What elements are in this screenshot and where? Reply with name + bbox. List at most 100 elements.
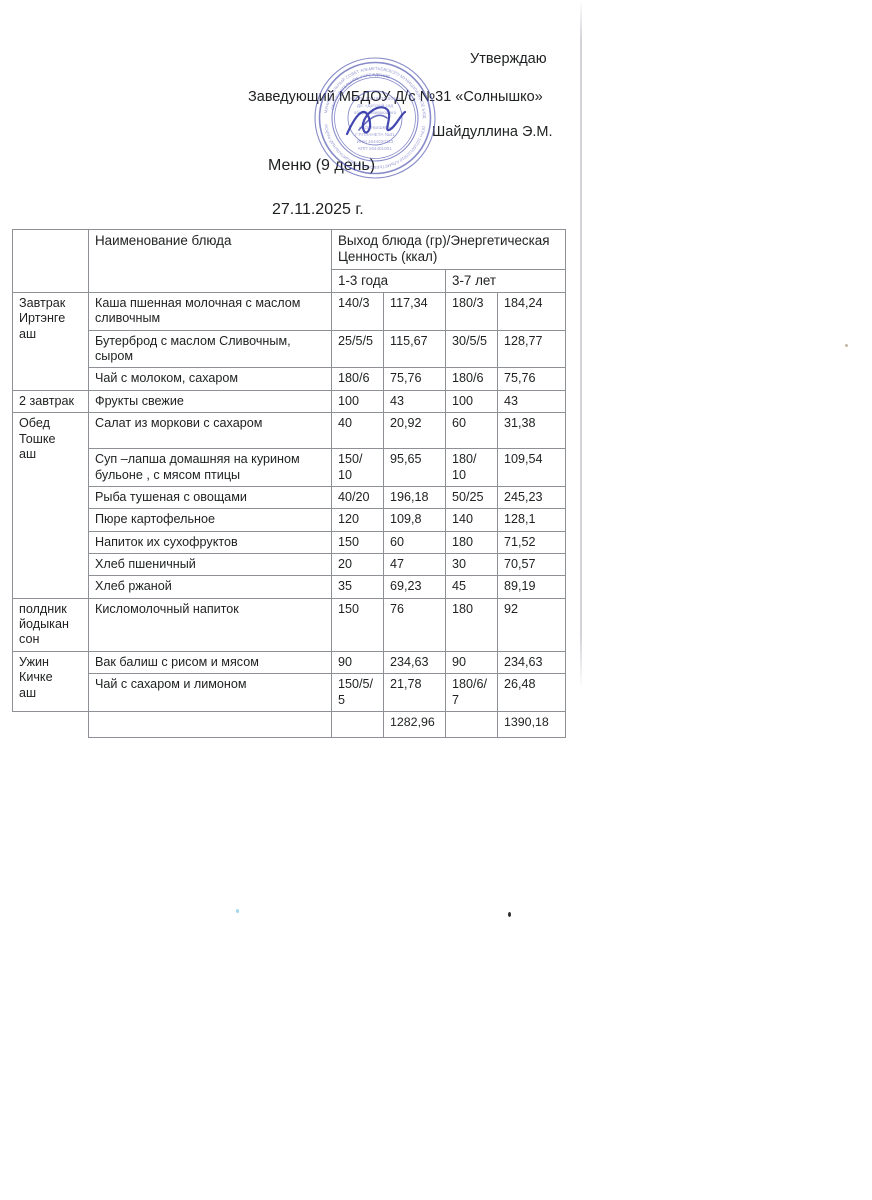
dish-name: Бутерброд с маслом Сливочным, сыром xyxy=(88,329,332,369)
dish-name: Салат из моркови с сахаром xyxy=(88,412,332,450)
meal-period-label-line: Тошке xyxy=(19,431,56,446)
meal-period-label-line: сон xyxy=(19,632,40,647)
header-cell-output-energy: Выход блюда (гр)/Энергетическая Ценность… xyxy=(330,229,567,270)
portion-3-7: 90 xyxy=(445,650,498,675)
calories-1-3: 69,23 xyxy=(383,575,446,599)
calories-1-3: 47 xyxy=(383,552,446,577)
meal-period-label-line: полдник xyxy=(19,601,67,616)
meal-period-label-line: Ужин xyxy=(19,654,49,669)
portion-1-3: 140/3 xyxy=(331,292,384,331)
portion-1-3: 150 xyxy=(331,597,384,652)
table-row: Чай с молоком, сахаром 180/6 75,76 180/6 75,… xyxy=(13,367,567,391)
dish-name: Пюре картофельное xyxy=(88,508,332,532)
calories-3-7: 92 xyxy=(496,597,567,652)
table-row: полдник йодыкан сон Кисломолочный напиток 15… xyxy=(12,597,567,652)
dish-name: Рыба тушеная с овощами xyxy=(88,485,332,510)
calories-1-3: 109,8 xyxy=(383,508,446,532)
portion-1-3: 35 xyxy=(331,575,384,599)
calories-1-3: 234,63 xyxy=(383,650,446,675)
calories-1-3: 21,78 xyxy=(383,673,446,712)
portion-3-7: 180 xyxy=(445,597,498,652)
calories-3-7: 128,77 xyxy=(496,329,567,369)
calories-3-7: 128,1 xyxy=(496,508,567,532)
portion-3-7: 30/5/5 xyxy=(445,329,498,369)
header-row-ages: 1-3 года 3-7 лет xyxy=(13,268,567,294)
calories-1-3: 20,92 xyxy=(383,412,446,450)
table-row: Рыба тушеная с овощами 40/20 196,18 50/25 24… xyxy=(13,485,567,510)
calories-3-7: 31,38 xyxy=(496,412,567,450)
calories-3-7: 234,63 xyxy=(496,650,567,675)
table-body: Завтрак Иртэнге аш Каша пшенная молочная с … xyxy=(12,292,567,738)
portion-1-3: 40 xyxy=(331,412,384,450)
portion-1-3: 40/20 xyxy=(331,485,384,510)
svg-text:МУНИЦИПАЛЬНЫЙ СОВЕТ АЛЬМЕТЬЕВС: МУНИЦИПАЛЬНЫЙ СОВЕТ АЛЬМЕТЬЕВСКОГО МУНИЦ… xyxy=(313,56,427,119)
portion-1-3: 120 xyxy=(331,508,384,532)
totals-row: 1282,96 1390,18 xyxy=(12,710,567,738)
svg-text:«СОЛНЫШКО»: «СОЛНЫШКО» xyxy=(359,125,392,130)
portion-3-7: 180/6/ 7 xyxy=(445,673,498,712)
portion-3-7: 180/ 10 xyxy=(445,448,498,487)
totals-meal-blank xyxy=(12,710,89,738)
table-row: Хлеб пшеничный 20 47 30 70,57 xyxy=(13,552,567,577)
portion-3-7: 45 xyxy=(445,575,498,599)
director-name: Шайдуллина Э.М. xyxy=(432,124,553,140)
portion-3-7: 60 xyxy=(445,412,498,450)
totals-portion-1-3-blank xyxy=(331,710,384,738)
portion-3-7: 30 xyxy=(445,552,498,577)
portion-3-7: 180 xyxy=(445,530,498,554)
portion-3-7: 180/3 xyxy=(445,292,498,331)
svg-text:ИНН 1644020113: ИНН 1644020113 xyxy=(357,139,394,144)
dish-name: Фрукты свежие xyxy=(88,389,332,414)
calories-1-3: 95,65 xyxy=(383,448,446,487)
portion-1-3: 90 xyxy=(331,650,384,675)
dish-name: Чай с молоком, сахаром xyxy=(88,367,332,391)
dish-name: Суп –лапша домашняя на курином бульоне ,… xyxy=(88,448,332,487)
meal-period-label: полдник йодыкан сон xyxy=(12,597,89,652)
table-row: Хлеб ржаной 35 69,23 45 89,19 xyxy=(13,575,567,599)
scan-edge-artifact xyxy=(580,0,582,690)
calories-3-7: 109,54 xyxy=(496,448,567,487)
calories-1-3: 117,34 xyxy=(383,292,446,331)
portion-1-3: 100 xyxy=(331,389,384,414)
svg-text:общеразвивающего: общеразвивающего xyxy=(354,110,397,115)
calories-3-7: 75,76 xyxy=(496,367,567,391)
portion-1-3: 150/ 10 xyxy=(331,448,384,487)
meal-period-label: Обед Тошке аш xyxy=(12,412,89,599)
calories-1-3: 43 xyxy=(383,389,446,414)
portion-1-3: 180/6 xyxy=(331,367,384,391)
meal-period-label: Завтрак Иртэнге аш xyxy=(12,292,89,391)
document-date: 27.11.2025 г. xyxy=(272,201,364,218)
svg-text:КПП 164401001: КПП 164401001 xyxy=(358,146,392,151)
calories-3-7: 89,19 xyxy=(496,575,567,599)
meal-period-label-line: аш xyxy=(19,326,37,341)
table-row: Завтрак Иртэнге аш Каша пшенная молочная с … xyxy=(12,292,567,391)
portion-3-7: 50/25 xyxy=(445,485,498,510)
page-title: Меню (9 день) xyxy=(268,157,376,174)
scan-speck xyxy=(845,344,848,347)
calories-3-7: 71,52 xyxy=(496,530,567,554)
header-cell-age-1-3: 1-3 года xyxy=(331,268,446,294)
dish-name: Чай с сахаром и лимоном xyxy=(88,673,332,712)
totals-dish-blank xyxy=(88,710,332,738)
portion-1-3: 25/5/5 xyxy=(331,329,384,369)
meal-period-label: 2 завтрак xyxy=(12,389,89,414)
calories-1-3: 76 xyxy=(383,597,446,652)
dish-name: Хлеб пшеничный xyxy=(88,552,332,577)
meal-period-label-line: Завтрак xyxy=(19,296,66,311)
dish-name: Хлеб ржаной xyxy=(88,575,332,599)
calories-3-7: 43 xyxy=(496,389,567,414)
total-calories-3-7: 1390,18 xyxy=(496,710,567,738)
table-row: Пюре картофельное 120 109,8 140 128,1 xyxy=(13,508,567,532)
portion-3-7: 100 xyxy=(445,389,498,414)
svg-text:Г.Р.ПЛАНЕТА №31: Г.Р.ПЛАНЕТА №31 xyxy=(355,132,395,137)
portion-1-3: 20 xyxy=(331,552,384,577)
meal-period-label-line: Кичке xyxy=(19,670,53,685)
table-row: Чай с сахаром и лимоном 150/5/ 5 21,78 180/… xyxy=(13,673,567,712)
calories-3-7: 184,24 xyxy=(496,292,567,331)
meal-period-label-line: Иртэнге xyxy=(19,311,66,326)
menu-table: Наименование блюда Выход блюда (гр)/Энер… xyxy=(12,228,567,738)
meal-period-label-line: Обед xyxy=(19,416,50,431)
header-row-main: Наименование блюда Выход блюда (гр)/Энер… xyxy=(12,228,567,294)
director-title-line: Заведующий МБДОУ Д/с №31 «Солнышко» xyxy=(248,89,543,105)
